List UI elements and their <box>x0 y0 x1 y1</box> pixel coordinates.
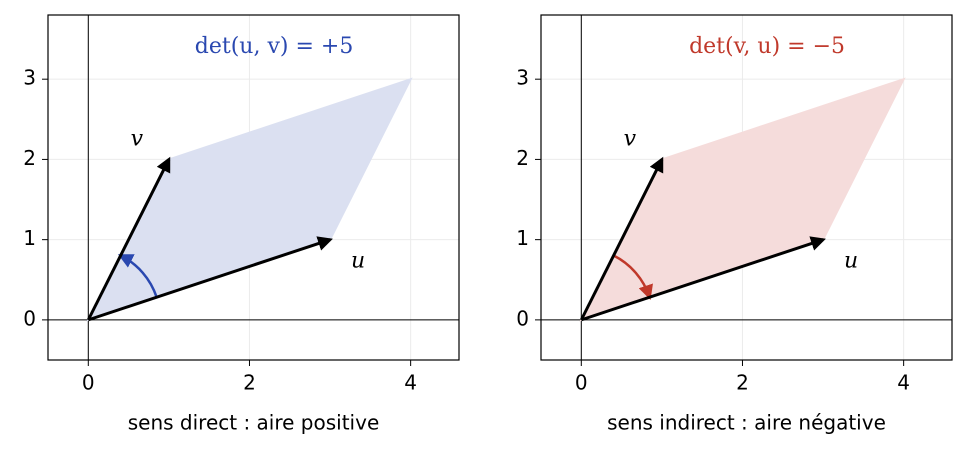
vector-label: u <box>844 249 858 274</box>
y-tick-label: 1 <box>23 226 36 250</box>
x-tick-label: 0 <box>575 371 588 395</box>
x-tick-label: 2 <box>243 371 256 395</box>
vector-arrow <box>580 236 826 322</box>
vector-arrow <box>87 236 333 322</box>
x-tick-label: 0 <box>82 371 95 395</box>
y-tick-label: 3 <box>23 66 36 90</box>
x-axis-label: sens indirect : aire négative <box>607 411 886 435</box>
angle-arc <box>117 254 158 298</box>
y-tick-label: 1 <box>516 226 529 250</box>
x-tick-label: 4 <box>404 371 417 395</box>
axes-frame <box>540 14 953 361</box>
x-tick-label: 2 <box>736 371 749 395</box>
vector-label: v <box>131 126 144 151</box>
angle-arc <box>613 254 653 301</box>
vector-arrow <box>86 156 171 321</box>
y-tick-label: 3 <box>516 66 529 90</box>
axes-frame <box>47 14 460 361</box>
annotation: det(u, v) = +5 <box>195 34 354 59</box>
y-tick-label: 2 <box>23 146 36 170</box>
y-tick-label: 0 <box>23 306 36 330</box>
vector-arrow <box>579 156 664 321</box>
y-tick-label: 2 <box>516 146 529 170</box>
annotation: det(v, u) = −5 <box>689 34 845 59</box>
x-axis-label: sens direct : aire positive <box>128 411 380 435</box>
y-tick-label: 0 <box>516 306 529 330</box>
vector-label: v <box>624 126 637 151</box>
x-tick-label: 4 <box>897 371 910 395</box>
vector-label: u <box>351 249 365 274</box>
